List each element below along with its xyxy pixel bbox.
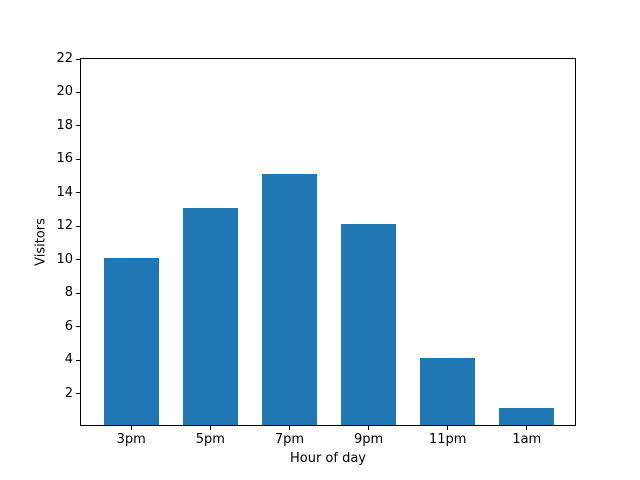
y-tick-label: 8 <box>64 285 73 301</box>
y-tick-label: 22 <box>56 51 73 66</box>
y-tick-label: 14 <box>56 184 73 200</box>
bar-1am <box>499 408 555 425</box>
y-tick-label: 18 <box>56 117 73 133</box>
x-tick-mark <box>288 426 290 430</box>
y-tick-label: 20 <box>56 84 73 100</box>
x-tick-mark <box>209 426 211 430</box>
y-tick-mark <box>76 192 80 194</box>
y-tick-mark <box>76 393 80 395</box>
x-tick-mark <box>368 426 370 430</box>
bar-5pm <box>182 207 238 425</box>
y-tick-mark <box>76 91 80 93</box>
x-tick-label: 7pm <box>274 432 305 447</box>
x-tick-mark <box>447 426 449 430</box>
y-tick-label: 4 <box>64 352 73 368</box>
bar-7pm <box>261 174 318 425</box>
y-tick-mark <box>76 292 80 294</box>
y-tick-label: 6 <box>64 318 73 334</box>
x-tick-mark <box>526 426 528 430</box>
bar-11pm <box>419 358 476 425</box>
bar-3pm <box>103 257 159 425</box>
y-tick-label: 16 <box>56 151 73 167</box>
x-tick-label: 1am <box>512 432 542 447</box>
y-tick-mark <box>76 326 80 328</box>
y-tick-mark <box>76 259 80 261</box>
y-tick-label: 2 <box>64 385 73 401</box>
x-tick-label: 9pm <box>353 432 384 447</box>
y-tick-label: 10 <box>56 251 73 267</box>
y-tick-mark <box>76 125 80 127</box>
bar-9pm <box>340 224 397 425</box>
y-tick-mark <box>76 58 80 60</box>
y-tick-mark <box>76 225 80 227</box>
x-tick-label: 3pm <box>116 432 146 447</box>
x-tick-label: 11pm <box>428 432 467 447</box>
y-tick-label: 12 <box>56 218 73 234</box>
x-tick-mark <box>130 426 132 430</box>
x-tick-label: 5pm <box>195 432 225 447</box>
x-axis-label: Hour of day <box>289 451 367 466</box>
y-tick-mark <box>76 359 80 361</box>
y-tick-mark <box>76 158 80 160</box>
plot-area: Visitors Hour of day 3pm 5pm 7pm 9pm 11pm 1am… <box>34 51 576 466</box>
